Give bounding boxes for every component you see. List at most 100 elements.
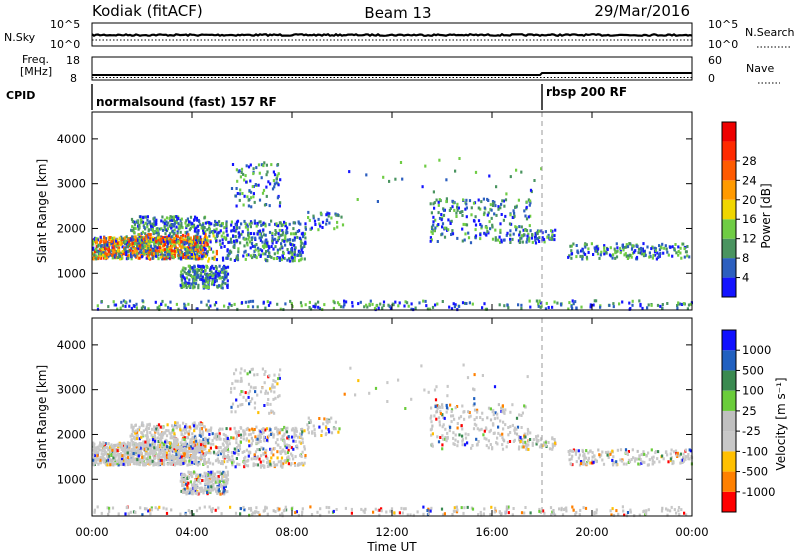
power-cell bbox=[470, 206, 473, 210]
power-cell bbox=[208, 247, 211, 251]
power-cell bbox=[230, 223, 233, 227]
freq-left-tick-top: 18 bbox=[66, 54, 80, 67]
power-cell bbox=[202, 285, 205, 288]
power-cell bbox=[169, 218, 172, 222]
power-cell bbox=[585, 255, 588, 259]
velocity-cell bbox=[112, 456, 115, 460]
velocity-cell bbox=[102, 455, 105, 459]
power-cell bbox=[250, 205, 253, 209]
power-cell bbox=[221, 256, 225, 260]
power-cell bbox=[276, 163, 280, 166]
power-cell bbox=[168, 232, 172, 236]
velocity-cell bbox=[156, 453, 159, 457]
power-cell bbox=[642, 252, 645, 256]
power-cell bbox=[277, 183, 280, 187]
velocity-cell bbox=[241, 403, 244, 406]
velocity-cell bbox=[140, 442, 143, 446]
power-cell bbox=[292, 238, 295, 242]
power-cell bbox=[472, 201, 476, 205]
velocity-cell bbox=[104, 451, 107, 455]
power-cell bbox=[219, 284, 222, 288]
power-cell bbox=[568, 254, 571, 258]
power-cell bbox=[522, 233, 526, 237]
velocity-cell bbox=[210, 426, 213, 430]
velocity-cell bbox=[249, 432, 252, 436]
power-cell bbox=[244, 222, 247, 225]
power-cell bbox=[201, 248, 205, 252]
power-cell bbox=[157, 236, 160, 240]
velocity-cell bbox=[134, 429, 137, 433]
velocity-cell bbox=[178, 446, 181, 450]
power-cell bbox=[105, 252, 108, 256]
power-cell bbox=[304, 227, 307, 231]
power-cell bbox=[170, 215, 173, 219]
velocity-cell bbox=[203, 453, 206, 457]
power-cell bbox=[431, 305, 435, 309]
power-cell bbox=[201, 246, 204, 250]
power-cell bbox=[217, 231, 220, 235]
velocity-cell bbox=[210, 480, 213, 484]
power-cell bbox=[199, 241, 202, 245]
power-cell bbox=[504, 214, 507, 218]
power-cell bbox=[252, 253, 255, 257]
velocity-cell bbox=[238, 463, 241, 467]
velocity-cell bbox=[222, 484, 225, 488]
power-cell bbox=[502, 218, 505, 222]
velocity-cell bbox=[509, 410, 512, 414]
power-cell bbox=[654, 248, 657, 252]
velocity-cell bbox=[191, 484, 194, 488]
power-cell bbox=[642, 242, 645, 246]
velocity-cell bbox=[181, 432, 184, 436]
power-cell bbox=[630, 247, 634, 251]
power-cell bbox=[336, 225, 339, 229]
power-cell bbox=[204, 277, 207, 281]
power-cell bbox=[369, 299, 372, 303]
velocity-cell bbox=[330, 431, 334, 435]
power-cell bbox=[151, 236, 154, 240]
power-cell bbox=[614, 251, 617, 255]
velocity-cell bbox=[185, 442, 189, 446]
power-cell bbox=[237, 250, 240, 254]
power-cell bbox=[289, 299, 292, 303]
power-cell bbox=[303, 232, 307, 236]
velocity-cell bbox=[159, 425, 162, 429]
power-cell bbox=[258, 171, 261, 175]
velocity-cell bbox=[281, 428, 284, 432]
velocity-cell bbox=[181, 449, 184, 453]
power-x-ticks bbox=[91, 112, 693, 310]
power-cell bbox=[183, 241, 186, 245]
velocity-cell bbox=[194, 436, 197, 440]
velocity-cell bbox=[242, 395, 245, 399]
power-cell bbox=[403, 304, 406, 308]
power-cell bbox=[621, 244, 624, 247]
power-cell bbox=[202, 254, 205, 258]
power-cell bbox=[300, 248, 303, 252]
power-cell bbox=[677, 250, 680, 253]
power-cell bbox=[616, 246, 619, 250]
power-cell bbox=[477, 206, 480, 210]
power-cell bbox=[488, 174, 491, 178]
velocity-cell bbox=[177, 451, 180, 455]
power-cell bbox=[175, 302, 178, 306]
velocity-cell bbox=[161, 441, 164, 445]
power-cell bbox=[265, 250, 268, 253]
power-cell bbox=[514, 225, 517, 229]
velocity-cell bbox=[307, 425, 310, 429]
power-cell bbox=[441, 300, 444, 303]
power-cell bbox=[489, 203, 492, 207]
power-cell bbox=[304, 241, 307, 245]
power-cell bbox=[656, 251, 659, 255]
velocity-cell bbox=[262, 430, 265, 434]
velocity-cell bbox=[221, 477, 224, 481]
power-cell bbox=[245, 241, 249, 245]
power-cell bbox=[222, 266, 225, 270]
header-beam: Beam 13 bbox=[364, 4, 431, 22]
power-cell bbox=[276, 248, 279, 252]
power-cell bbox=[559, 302, 563, 306]
velocity-cell bbox=[183, 452, 186, 456]
velocity-cell bbox=[223, 472, 226, 476]
velocity-cell bbox=[244, 455, 247, 459]
power-cell bbox=[146, 222, 149, 226]
power-cell bbox=[437, 203, 440, 207]
power-cell bbox=[571, 306, 574, 310]
